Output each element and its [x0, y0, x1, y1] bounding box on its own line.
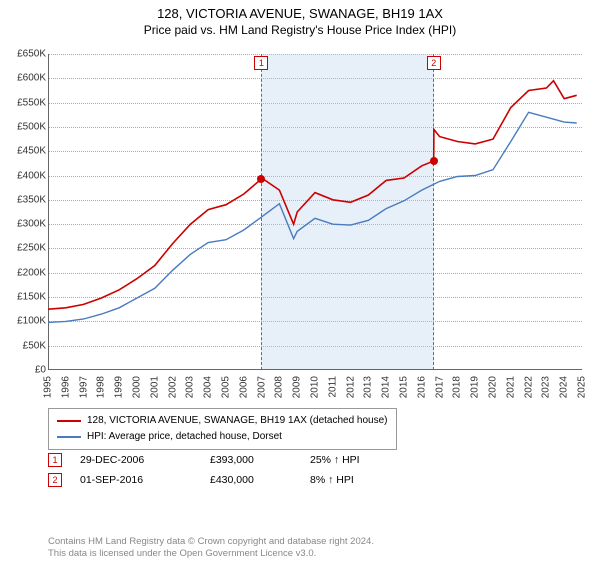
x-tick-label: 2015 [399, 376, 410, 398]
x-tick-label: 2003 [185, 376, 196, 398]
y-tick-label: £200K [0, 267, 46, 278]
x-tick-label: 1997 [78, 376, 89, 398]
y-tick-label: £550K [0, 97, 46, 108]
legend-item-property: 128, VICTORIA AVENUE, SWANAGE, BH19 1AX … [57, 413, 388, 429]
sale-marker-flag: 2 [427, 56, 441, 70]
sale-date: 29-DEC-2006 [80, 454, 210, 466]
y-tick-label: £300K [0, 219, 46, 230]
x-tick-label: 2025 [577, 376, 588, 398]
y-tick-label: £600K [0, 73, 46, 84]
y-tick-label: £650K [0, 49, 46, 60]
sales-row: 2 01-SEP-2016 £430,000 8% ↑ HPI [48, 470, 410, 490]
sales-row: 1 29-DEC-2006 £393,000 25% ↑ HPI [48, 450, 410, 470]
y-tick-label: £100K [0, 316, 46, 327]
x-tick-label: 2010 [310, 376, 321, 398]
x-tick-label: 2004 [203, 376, 214, 398]
legend-item-hpi: HPI: Average price, detached house, Dors… [57, 429, 388, 445]
x-tick-label: 1995 [43, 376, 54, 398]
x-tick-label: 2000 [132, 376, 143, 398]
legend-label: HPI: Average price, detached house, Dors… [87, 429, 282, 445]
line-series-svg [48, 54, 582, 370]
y-tick-label: £350K [0, 194, 46, 205]
x-tick-label: 2002 [167, 376, 178, 398]
x-tick-label: 2023 [541, 376, 552, 398]
footnote-line2: This data is licensed under the Open Gov… [48, 548, 374, 560]
x-tick-label: 2006 [238, 376, 249, 398]
x-tick-label: 2021 [505, 376, 516, 398]
x-tick-label: 2001 [149, 376, 160, 398]
legend-swatch [57, 436, 81, 438]
x-tick-label: 1996 [60, 376, 71, 398]
y-tick-label: £400K [0, 170, 46, 181]
sale-dot [257, 175, 265, 183]
x-tick-label: 2005 [221, 376, 232, 398]
x-tick-label: 2018 [452, 376, 463, 398]
sale-vs-hpi: 8% ↑ HPI [310, 474, 410, 486]
x-tick-label: 2024 [559, 376, 570, 398]
y-tick-label: £150K [0, 292, 46, 303]
sale-dot [430, 157, 438, 165]
x-tick-label: 2007 [256, 376, 267, 398]
y-tick-label: £50K [0, 340, 46, 351]
x-tick-label: 1999 [114, 376, 125, 398]
x-tick-label: 2020 [488, 376, 499, 398]
x-tick-label: 2014 [381, 376, 392, 398]
sales-table: 1 29-DEC-2006 £393,000 25% ↑ HPI 2 01-SE… [48, 450, 410, 490]
sale-marker-flag: 1 [254, 56, 268, 70]
sale-price: £393,000 [210, 454, 310, 466]
sale-marker-icon: 2 [48, 473, 62, 487]
x-tick-label: 2017 [434, 376, 445, 398]
footnote-line1: Contains HM Land Registry data © Crown c… [48, 536, 374, 548]
series-hpi [48, 112, 577, 322]
y-tick-label: £500K [0, 121, 46, 132]
legend-label: 128, VICTORIA AVENUE, SWANAGE, BH19 1AX … [87, 413, 388, 429]
x-tick-label: 2008 [274, 376, 285, 398]
legend: 128, VICTORIA AVENUE, SWANAGE, BH19 1AX … [48, 408, 397, 450]
x-tick-label: 2009 [292, 376, 303, 398]
x-tick-label: 1998 [96, 376, 107, 398]
x-tick-label: 2022 [523, 376, 534, 398]
sale-date: 01-SEP-2016 [80, 474, 210, 486]
sale-price: £430,000 [210, 474, 310, 486]
x-tick-label: 2013 [363, 376, 374, 398]
legend-swatch [57, 420, 81, 422]
footnote: Contains HM Land Registry data © Crown c… [48, 536, 374, 560]
title-subtitle: Price paid vs. HM Land Registry's House … [0, 23, 600, 37]
x-tick-label: 2011 [327, 376, 338, 398]
chart-container: 128, VICTORIA AVENUE, SWANAGE, BH19 1AX … [0, 6, 600, 566]
y-tick-label: £0 [0, 365, 46, 376]
x-tick-label: 2012 [345, 376, 356, 398]
x-tick-label: 2016 [416, 376, 427, 398]
series-property [48, 81, 577, 310]
y-tick-label: £250K [0, 243, 46, 254]
chart-title: 128, VICTORIA AVENUE, SWANAGE, BH19 1AX … [0, 6, 600, 37]
x-tick-label: 2019 [470, 376, 481, 398]
y-tick-label: £450K [0, 146, 46, 157]
sale-marker-icon: 1 [48, 453, 62, 467]
title-address: 128, VICTORIA AVENUE, SWANAGE, BH19 1AX [0, 6, 600, 21]
sale-vs-hpi: 25% ↑ HPI [310, 454, 410, 466]
